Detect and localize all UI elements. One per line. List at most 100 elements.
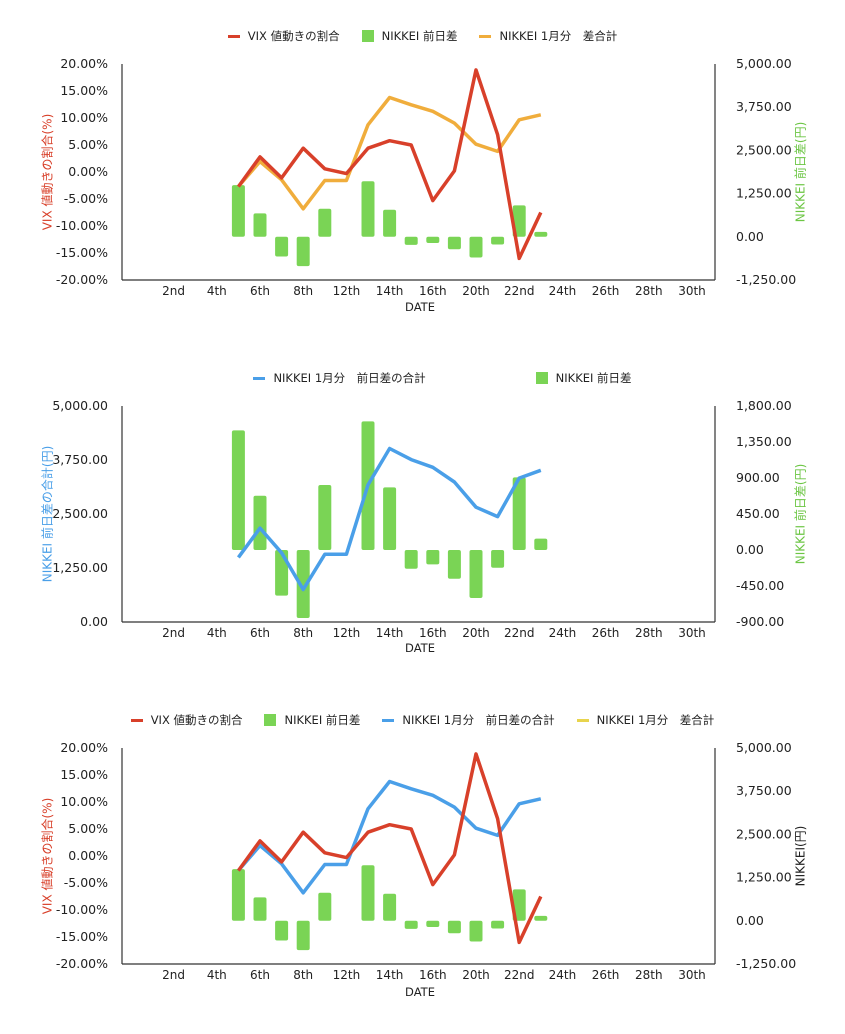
legend-item-vix[interactable]: VIX 値動きの割合 xyxy=(131,712,243,728)
left-tick-label: 0.00 xyxy=(80,614,108,629)
right-axis-title: NIKKEI 前日差(円) xyxy=(792,464,809,565)
bar-14th xyxy=(383,487,396,550)
legend-label: NIKKEI 前日差 xyxy=(382,28,458,44)
chart-vix-vs-nikkei-all: -20.00%-15.00%-10.00%-5.00%0.00%5.00%10.… xyxy=(0,704,845,1034)
legend-item-vix[interactable]: VIX 値動きの割合 xyxy=(228,28,340,44)
x-tick-label: 26th xyxy=(592,626,620,640)
left-tick-label: 20.00% xyxy=(60,740,108,755)
bar-9th xyxy=(318,893,331,921)
right-tick-label: 2,500.00 xyxy=(736,826,792,841)
bar-7th xyxy=(275,550,288,596)
legend-label: NIKKEI 1月分 差合計 xyxy=(499,28,617,44)
x-tick-label: 16th xyxy=(419,626,447,640)
right-tick-label: -450.00 xyxy=(736,578,784,593)
legend-item-nikkei-cumulative[interactable]: NIKKEI 1月分 差合計 xyxy=(479,28,617,44)
left-tick-label: 2,500.00 xyxy=(52,506,108,521)
x-tick-label: 26th xyxy=(592,968,620,982)
right-tick-label: 0.00 xyxy=(736,913,764,928)
x-tick-label: 2nd xyxy=(162,284,185,298)
x-axis-title: DATE xyxy=(405,300,435,314)
x-tick-label: 20th xyxy=(462,284,490,298)
legend-swatch xyxy=(228,35,240,38)
legend-swatch xyxy=(536,372,548,384)
x-tick-label: 24th xyxy=(549,626,577,640)
bar-20th xyxy=(470,550,483,598)
right-tick-label: -1,250.00 xyxy=(736,272,796,287)
x-tick-label: 20th xyxy=(462,626,490,640)
legend: VIX 値動きの割合 NIKKEI 前日差 NIKKEI 1月分 差合計 xyxy=(0,28,845,44)
bar-19th xyxy=(448,550,461,579)
left-axis-title: VIX 値動きの割合(%) xyxy=(39,114,56,231)
right-tick-label: 450.00 xyxy=(736,506,780,521)
left-tick-label: -10.00% xyxy=(56,218,108,233)
x-tick-label: 22nd xyxy=(504,968,535,982)
bar-21st xyxy=(491,921,504,929)
left-tick-label: 15.00% xyxy=(60,767,108,782)
legend-label: VIX 値動きの割合 xyxy=(248,28,340,44)
legend-item-nikkei-cumulative[interactable]: NIKKEI 1月分 前日差の合計 xyxy=(253,370,425,386)
right-tick-label: 3,750.00 xyxy=(736,99,792,114)
left-tick-label: 3,750.00 xyxy=(52,452,108,467)
x-tick-label: 12th xyxy=(333,284,361,298)
legend-label: NIKKEI 1月分 前日差の合計 xyxy=(402,712,554,728)
bar-23rd xyxy=(534,916,547,921)
bar-20th xyxy=(470,237,483,258)
x-tick-label: 16th xyxy=(419,284,447,298)
bar-20th xyxy=(470,921,483,942)
bar-15th xyxy=(405,921,418,929)
x-tick-label: 6th xyxy=(250,626,270,640)
left-tick-label: 0.00% xyxy=(68,164,108,179)
left-tick-label: -5.00% xyxy=(64,191,108,206)
right-axis-title: NIKKEI(円) xyxy=(792,826,809,887)
left-tick-label: -15.00% xyxy=(56,245,108,260)
bar-14th xyxy=(383,894,396,921)
legend-swatch xyxy=(131,719,143,722)
x-tick-label: 8th xyxy=(293,626,313,640)
x-tick-label: 4th xyxy=(207,626,227,640)
legend-item-nikkei-diff[interactable]: NIKKEI 前日差 xyxy=(264,712,360,728)
x-tick-label: 6th xyxy=(250,968,270,982)
left-tick-label: 5.00% xyxy=(68,137,108,152)
legend: NIKKEI 1月分 前日差の合計 NIKKEI 前日差 xyxy=(0,370,845,386)
x-axis-title: DATE xyxy=(405,641,435,655)
bar-13th xyxy=(362,865,375,921)
x-tick-label: 8th xyxy=(293,284,313,298)
right-tick-label: 1,350.00 xyxy=(736,434,792,449)
x-tick-label: 30th xyxy=(678,626,706,640)
bar-5th xyxy=(232,185,245,237)
bar-7th xyxy=(275,921,288,941)
x-tick-label: 26th xyxy=(592,284,620,298)
legend-swatch xyxy=(479,35,491,38)
line-series xyxy=(238,98,540,209)
x-tick-label: 8th xyxy=(293,968,313,982)
x-tick-label: 28th xyxy=(635,284,663,298)
bar-16th xyxy=(426,921,439,927)
left-tick-label: -20.00% xyxy=(56,956,108,971)
legend-item-nikkei-diff[interactable]: NIKKEI 前日差 xyxy=(362,28,458,44)
x-tick-label: 2nd xyxy=(162,626,185,640)
right-tick-label: -900.00 xyxy=(736,614,784,629)
x-tick-label: 28th xyxy=(635,626,663,640)
bar-6th xyxy=(254,897,267,920)
x-tick-label: 28th xyxy=(635,968,663,982)
x-tick-label: 14th xyxy=(376,284,404,298)
legend-label: NIKKEI 1月分 差合計 xyxy=(597,712,715,728)
left-axis-title: NIKKEI 前日差の合計(円) xyxy=(39,446,56,583)
x-tick-label: 6th xyxy=(250,284,270,298)
left-tick-label: 20.00% xyxy=(60,56,108,71)
legend-item-nikkei-total[interactable]: NIKKEI 1月分 差合計 xyxy=(577,712,715,728)
legend-swatch xyxy=(264,714,276,726)
legend-item-nikkei-diff[interactable]: NIKKEI 前日差 xyxy=(536,370,632,386)
bar-19th xyxy=(448,237,461,249)
right-tick-label: 0.00 xyxy=(736,229,764,244)
left-tick-label: 10.00% xyxy=(60,110,108,125)
bar-5th xyxy=(232,869,245,921)
x-tick-label: 14th xyxy=(376,626,404,640)
right-tick-label: 1,250.00 xyxy=(736,186,792,201)
bar-6th xyxy=(254,496,267,550)
right-axis-title: NIKKEI 前日差(円) xyxy=(792,122,809,223)
bar-13th xyxy=(362,181,375,237)
right-tick-label: 5,000.00 xyxy=(736,56,792,71)
legend-item-nikkei-cumulative[interactable]: NIKKEI 1月分 前日差の合計 xyxy=(382,712,554,728)
x-tick-label: 4th xyxy=(207,284,227,298)
